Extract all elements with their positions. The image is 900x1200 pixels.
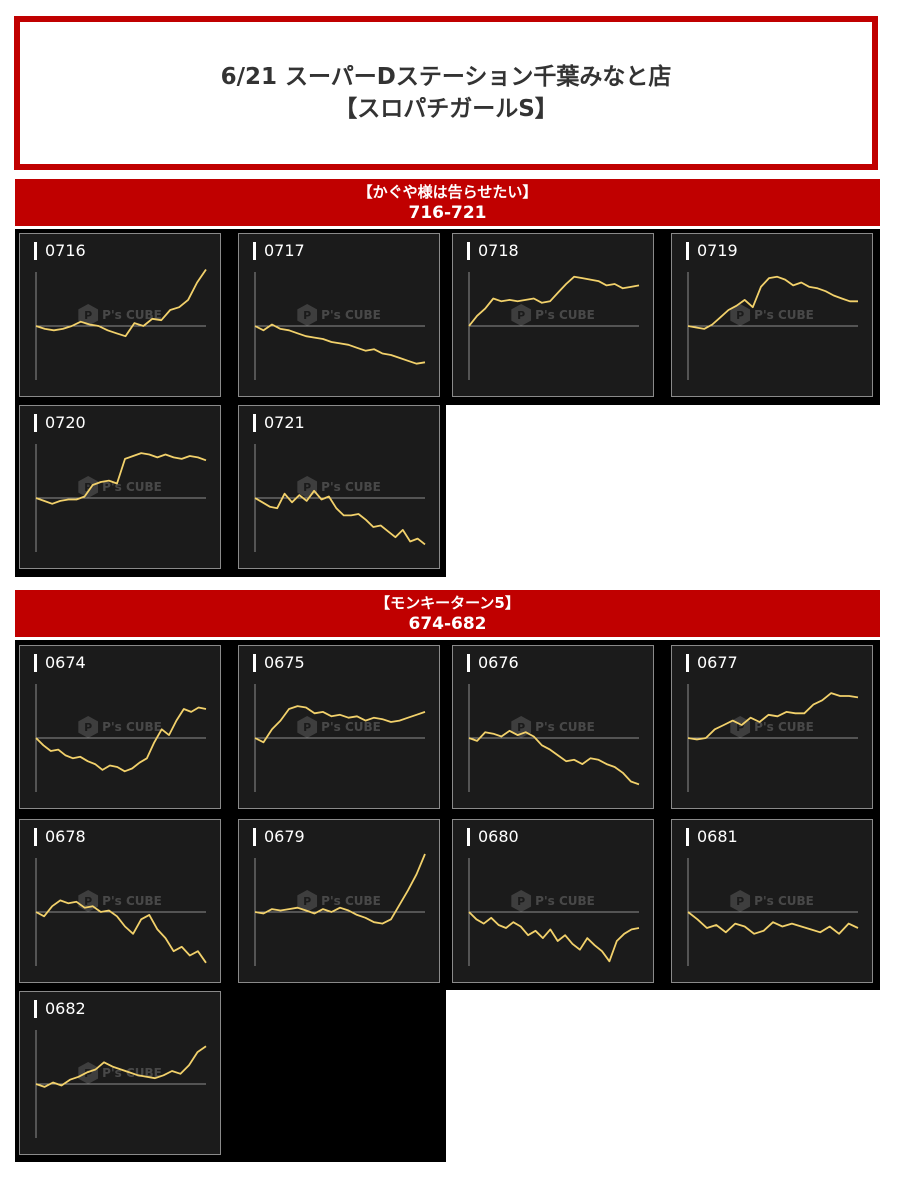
machine-number-label: 0717 [253, 242, 305, 260]
series-line [254, 853, 426, 925]
machine-number-label: 0682 [34, 1000, 86, 1018]
line-chart [254, 684, 426, 792]
machine-number-label: 0719 [686, 242, 738, 260]
chart-panel-0721: 0721 P P's CUBE [238, 405, 440, 569]
machine-number-label: 0678 [34, 828, 86, 846]
section-bar-kaguya: 【かぐや様は告らせたい】 716-721 [15, 179, 880, 226]
chart-panel-0681: 0681 P P's CUBE [671, 819, 873, 983]
chart-panel-0682: 0682 P P's CUBE [19, 991, 221, 1155]
line-chart [687, 272, 858, 380]
page-title-line1: 6/21 スーパーDステーション千葉みなと店 [220, 64, 672, 90]
chart-panel-0719: 0719 P P's CUBE [671, 233, 873, 397]
series-line [254, 323, 426, 365]
series-line [687, 275, 858, 330]
machine-number-label: 0674 [34, 654, 86, 672]
series-line [687, 692, 859, 741]
line-chart [468, 684, 640, 792]
chart-panel-0716: 0716 P P's CUBE [19, 233, 221, 397]
chart-panel-0680: 0680 P P's CUBE [452, 819, 654, 983]
line-chart [687, 684, 859, 792]
header-box: 6/21 スーパーDステーション千葉みなと店 【スロパチガールS】 [14, 16, 878, 170]
machine-number-label: 0676 [467, 654, 519, 672]
series-line [35, 899, 207, 964]
line-chart [468, 272, 640, 380]
chart-panel-0717: 0717 P P's CUBE [238, 233, 440, 397]
series-line [35, 706, 207, 773]
series-line [687, 911, 859, 935]
series-line [35, 268, 207, 338]
section-title: 【かぐや様は告らせたい】 [357, 182, 538, 201]
section-title: 【モンキーターン5】 [375, 593, 520, 612]
line-chart [254, 444, 426, 552]
machine-number-label: 0720 [34, 414, 86, 432]
chart-panel-0676: 0676 P P's CUBE [452, 645, 654, 809]
chart-panel-0679: 0679 P P's CUBE [238, 819, 440, 983]
line-chart [35, 1030, 207, 1138]
line-chart [35, 684, 207, 792]
machine-number-label: 0718 [467, 242, 519, 260]
line-chart [254, 272, 426, 380]
line-chart [35, 268, 207, 380]
chart-panel-0718: 0718 P P's CUBE [452, 233, 654, 397]
page-title-line2: 【スロパチガールS】 [334, 96, 558, 122]
chart-panel-0678: 0678 P P's CUBE [19, 819, 221, 983]
series-line [468, 729, 640, 786]
line-chart [468, 858, 640, 966]
chart-panel-0674: 0674 P P's CUBE [19, 645, 221, 809]
machine-number-label: 0679 [253, 828, 305, 846]
chart-panel-0675: 0675 P P's CUBE [238, 645, 440, 809]
line-chart [687, 858, 859, 966]
section-range: 674-682 [408, 613, 487, 634]
machine-number-label: 0680 [467, 828, 519, 846]
series-line [35, 452, 207, 505]
machine-number-label: 0721 [253, 414, 305, 432]
machine-number-label: 0677 [686, 654, 738, 672]
series-line [468, 275, 640, 327]
machine-number-label: 0716 [34, 242, 86, 260]
machine-number-label: 0681 [686, 828, 738, 846]
line-chart [35, 444, 207, 552]
section-bar-monkey: 【モンキーターン5】 674-682 [15, 590, 880, 637]
line-chart [254, 853, 426, 966]
chart-panel-0677: 0677 P P's CUBE [671, 645, 873, 809]
line-chart [35, 858, 207, 966]
section-range: 716-721 [408, 202, 487, 223]
series-line [254, 489, 426, 546]
chart-panel-0720: 0720 P P's CUBE [19, 405, 221, 569]
series-line [254, 705, 426, 744]
series-line [35, 1045, 207, 1088]
machine-number-label: 0675 [253, 654, 305, 672]
series-line [468, 911, 640, 963]
